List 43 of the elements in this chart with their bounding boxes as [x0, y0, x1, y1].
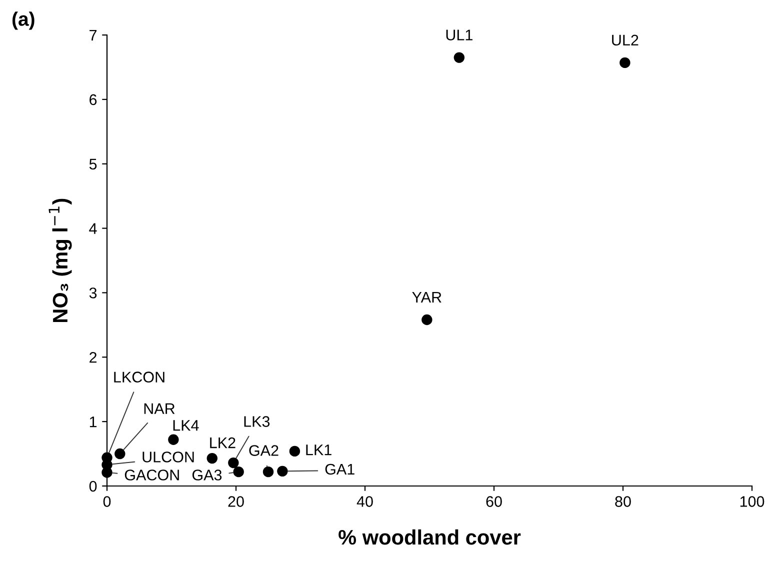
annotation: NAR	[144, 403, 175, 414]
x-axis-title: % woodland cover	[338, 529, 521, 545]
y-tick-label: 4	[89, 223, 97, 234]
y-tick-label: 6	[90, 94, 97, 106]
x-tick-label: 100	[740, 496, 764, 507]
y-tick-label: 3	[89, 288, 97, 298]
point	[206, 452, 218, 464]
point	[102, 467, 112, 478]
point	[454, 52, 465, 63]
point	[277, 466, 288, 477]
annotation: LK2	[210, 437, 236, 448]
point	[262, 466, 274, 478]
point	[114, 448, 126, 460]
x-tick-label: 20	[228, 496, 244, 507]
annotation: GA2	[249, 445, 278, 456]
annotation: GA1	[325, 464, 354, 475]
x-tick-label: 80	[615, 496, 631, 507]
y-tick-label: 0	[89, 480, 97, 492]
x-tick-label: 40	[356, 496, 373, 507]
annotation: LK4	[173, 420, 199, 431]
annotation: UL2	[612, 34, 638, 46]
point	[422, 314, 432, 326]
annotation: LKCON	[114, 372, 164, 383]
point	[228, 457, 239, 468]
annotation: YAR	[412, 292, 442, 302]
y-tick-label: 2	[90, 352, 97, 363]
annotation: ULCON	[142, 452, 194, 462]
x-tick-label: 0	[103, 496, 111, 507]
chart-title: (a)	[12, 12, 34, 30]
x-tick-label: 60	[486, 496, 502, 507]
y-tick-label: 1	[90, 416, 97, 428]
annotation: UL1	[446, 30, 472, 40]
y-tick-label: 5	[89, 158, 97, 170]
annotation: GACON	[124, 470, 179, 480]
y-axis-title: NO₃ (mg l$^{−1}$)	[48, 198, 72, 322]
point	[289, 446, 300, 457]
point	[620, 57, 630, 68]
point	[233, 466, 244, 478]
annotation: GA3	[192, 470, 222, 480]
annotation: LK1	[306, 444, 332, 456]
annotation: LK3	[244, 416, 270, 427]
y-tick-label: 7	[90, 30, 97, 41]
point	[168, 434, 179, 445]
